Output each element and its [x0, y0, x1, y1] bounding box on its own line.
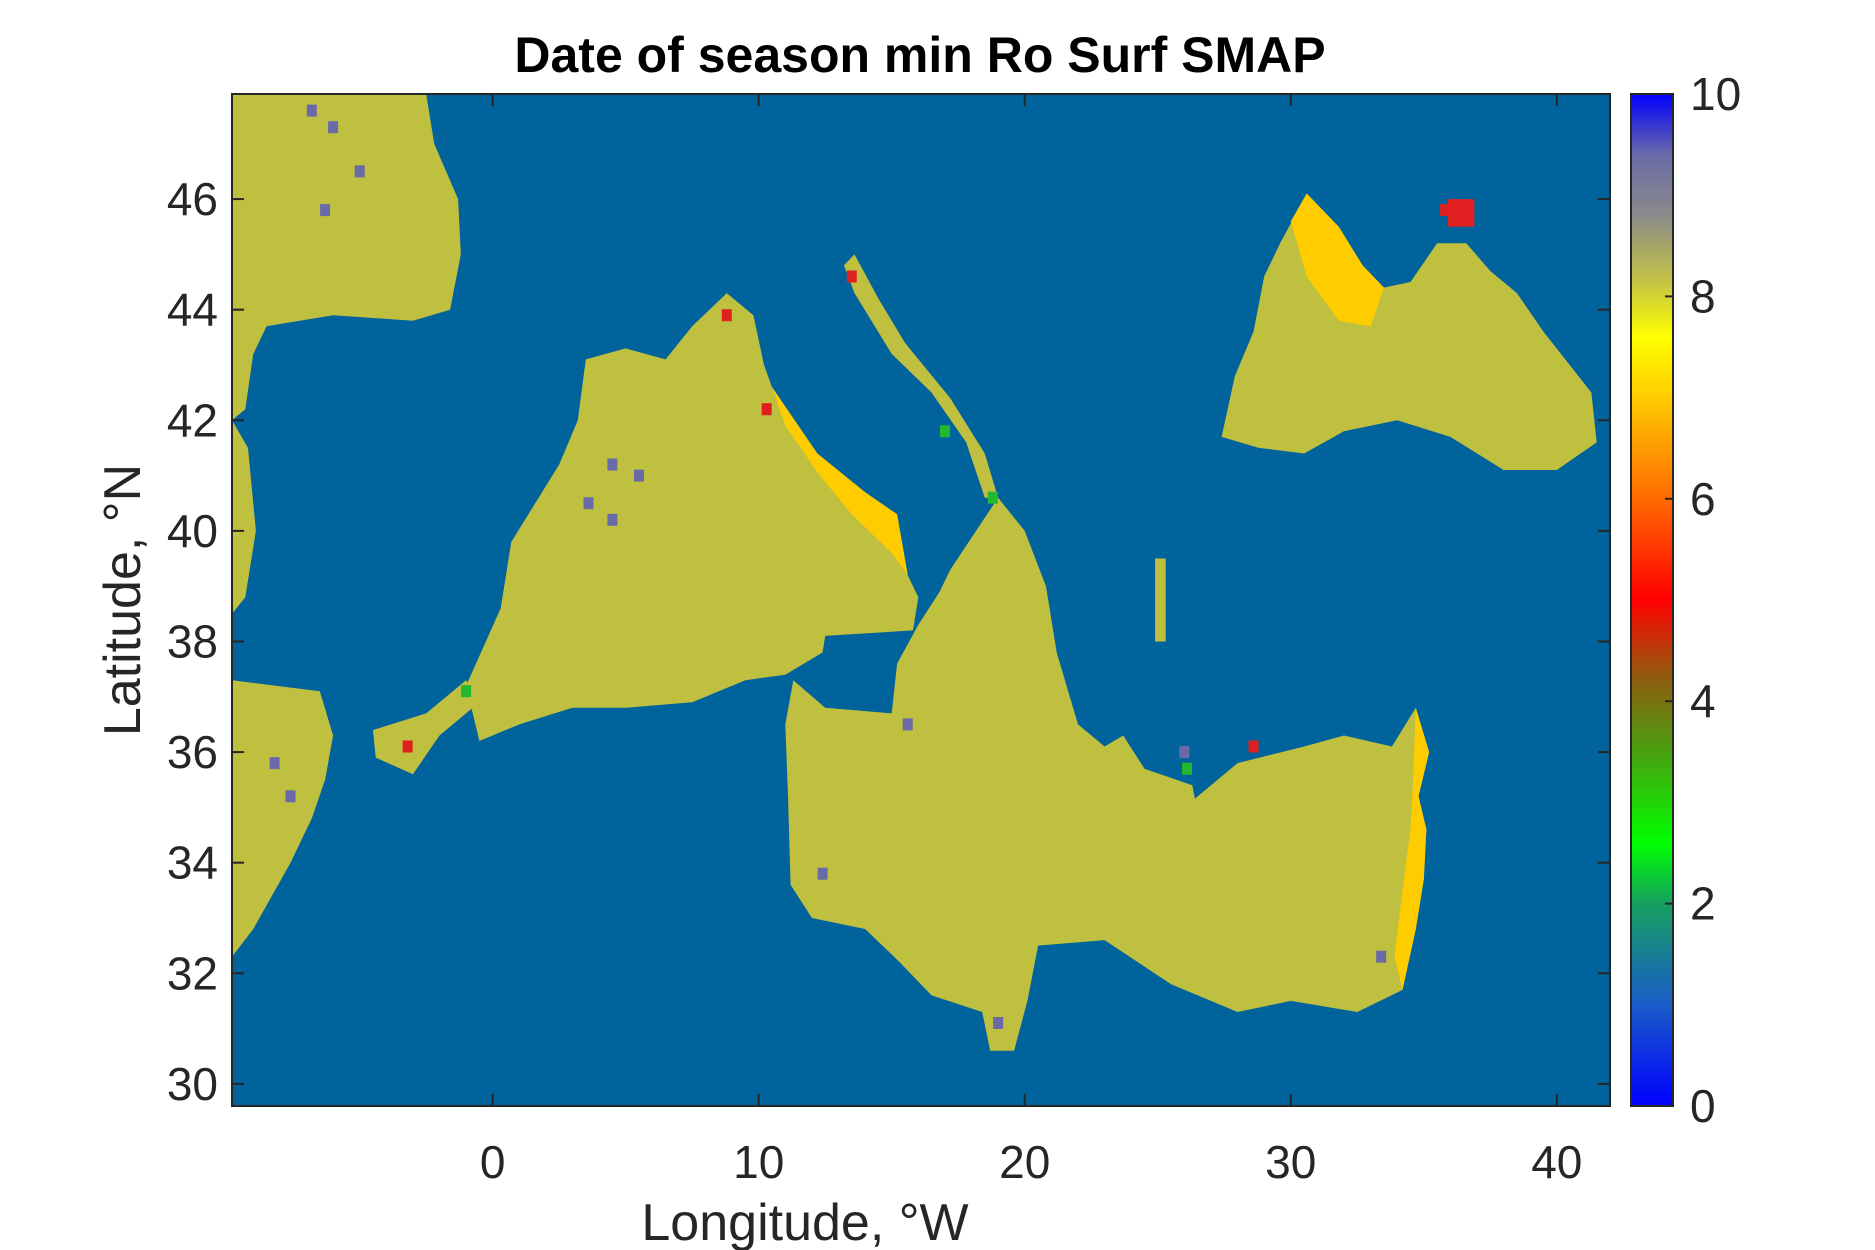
cell-value-9 — [1376, 950, 1387, 963]
region-aegean-strip — [1155, 558, 1166, 642]
heatmap-anomaly-cells — [269, 104, 1451, 1029]
x-axis-label: Longitude, °W — [641, 1194, 968, 1250]
y-axis-label: Latitude, °N — [94, 464, 152, 736]
cell-value-9 — [328, 121, 339, 134]
region-azov — [1447, 199, 1475, 227]
cell-value-2 — [939, 425, 950, 438]
cell-value-9 — [306, 104, 317, 117]
cell-value-9 — [993, 1017, 1004, 1029]
region-levant-coast — [1394, 707, 1430, 990]
y-axis: 30 32 34 36 38 40 42 44 46 — [167, 173, 1610, 1110]
cell-value-2 — [1182, 762, 1192, 775]
colorbar-tick-label: 2 — [1690, 878, 1716, 930]
colorbar — [1630, 93, 1674, 1107]
x-tick-label: 10 — [733, 1136, 784, 1188]
region-black-sea-north — [1290, 193, 1384, 327]
y-tick-label: 30 — [167, 1058, 218, 1110]
cell-value-9 — [320, 204, 331, 217]
plot-frame — [231, 93, 1611, 1107]
cell-value-9 — [634, 469, 644, 482]
y-tick-label: 32 — [167, 947, 218, 999]
y-tick-label: 38 — [167, 615, 218, 667]
cell-value-5 — [1248, 740, 1259, 753]
cell-value-9 — [285, 790, 296, 803]
cell-value-9 — [354, 165, 365, 178]
cell-value-5 — [846, 270, 857, 283]
y-tick-label: 46 — [167, 173, 218, 225]
x-axis: 0 10 20 30 40 — [480, 94, 1582, 1188]
y-tick-label: 34 — [167, 837, 218, 889]
y-tick-label: 36 — [167, 726, 218, 778]
region-bay-of-biscay — [232, 94, 461, 421]
colorbar-ticks: 0 2 4 6 8 10 — [1665, 68, 1741, 1132]
cell-value-9 — [1179, 746, 1190, 759]
cell-value-5 — [761, 403, 772, 416]
region-tyrrhenian-coast — [772, 387, 908, 576]
colorbar-tick-label: 8 — [1690, 270, 1716, 322]
colorbar-tick-label: 0 — [1690, 1080, 1716, 1132]
region-portugal-coast — [232, 420, 256, 614]
cell-value-5 — [721, 309, 732, 322]
region-adriatic — [843, 254, 999, 498]
region-morocco-atlantic — [232, 680, 334, 957]
cell-value-2 — [987, 491, 998, 504]
cell-value-9 — [269, 757, 280, 770]
cell-value-5 — [402, 740, 413, 753]
x-tick-label: 30 — [1265, 1136, 1316, 1188]
region-alboran — [373, 680, 480, 775]
cell-value-9 — [583, 497, 594, 510]
chart-title: Date of season min Ro Surf SMAP — [514, 27, 1325, 83]
cell-value-9 — [817, 867, 828, 880]
x-tick-label: 20 — [999, 1136, 1050, 1188]
colorbar-tick-label: 10 — [1690, 68, 1741, 120]
colorbar-tick-label: 6 — [1690, 473, 1716, 525]
cell-value-9 — [902, 718, 913, 731]
y-tick-label: 44 — [167, 284, 218, 336]
x-tick-label: 40 — [1531, 1136, 1582, 1188]
colorbar-tick-label: 4 — [1690, 675, 1716, 727]
region-central-eastern-med — [785, 497, 1430, 1051]
region-western-med — [466, 293, 919, 741]
x-tick-label: 0 — [480, 1136, 506, 1188]
y-tick-label: 40 — [167, 505, 218, 557]
y-tick-label: 42 — [167, 394, 218, 446]
cell-value-5 — [1440, 204, 1451, 217]
cell-value-9 — [607, 458, 618, 471]
heatmap-regions — [232, 94, 1597, 1051]
cell-value-9 — [607, 513, 618, 526]
cell-value-2 — [461, 685, 472, 698]
